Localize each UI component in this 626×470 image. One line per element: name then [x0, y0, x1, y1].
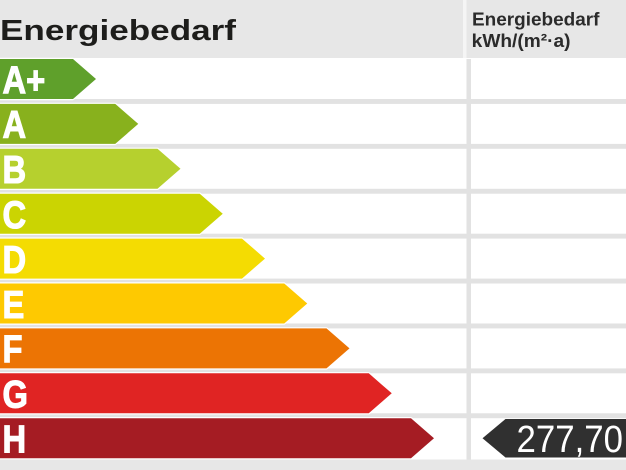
svg-text:C: C	[3, 194, 27, 237]
svg-text:E: E	[3, 283, 25, 326]
svg-text:kWh/(m²·a): kWh/(m²·a)	[472, 30, 571, 51]
svg-text:A+: A+	[3, 59, 46, 102]
svg-text:A: A	[3, 104, 27, 147]
svg-text:Energiebedarf: Energiebedarf	[472, 9, 600, 30]
svg-text:B: B	[3, 149, 27, 192]
svg-text:277,70: 277,70	[517, 419, 624, 461]
svg-text:D: D	[3, 238, 27, 281]
svg-text:F: F	[3, 328, 23, 371]
svg-text:Energiebedarf: Energiebedarf	[0, 15, 236, 47]
svg-text:H: H	[3, 418, 27, 461]
svg-text:G: G	[3, 373, 28, 416]
